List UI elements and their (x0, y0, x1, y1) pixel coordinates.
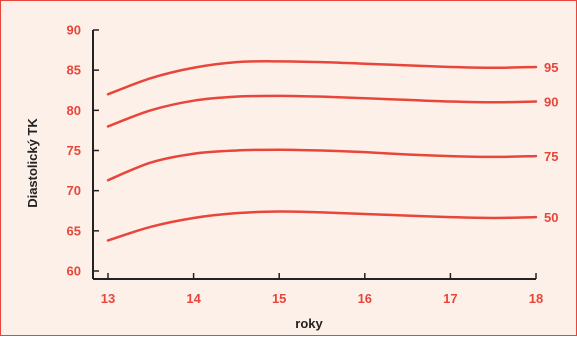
axes-layer: 60 65 70 75 80 85 90 13 14 15 16 17 18 (67, 23, 544, 307)
series-line-95 (106, 60, 538, 96)
series-line-90 (106, 94, 538, 128)
y-axis-title: Diastolický TK (25, 118, 40, 208)
x-tick-label: 17 (443, 291, 457, 306)
x-tick-label: 18 (529, 291, 543, 306)
y-tick-label: 85 (67, 63, 81, 78)
y-tick-label: 65 (67, 223, 81, 238)
y-tick-label: 80 (67, 103, 81, 118)
series-label-75: 75 (544, 149, 558, 164)
x-tick-label: 13 (101, 291, 115, 306)
series-label-95: 95 (544, 60, 558, 75)
labels-layer: 95 90 75 50 (544, 60, 558, 225)
series-line-75 (106, 148, 538, 182)
series-label-90: 90 (544, 94, 558, 109)
series-label-50: 50 (544, 210, 558, 225)
x-axis-title: roky (295, 316, 323, 331)
series-layer (106, 60, 538, 242)
y-tick-label: 75 (67, 143, 81, 158)
x-tick-label: 15 (272, 291, 286, 306)
y-tick-label: 90 (67, 23, 81, 38)
y-tick-label: 70 (67, 183, 81, 198)
y-tick-label: 60 (67, 264, 81, 279)
series-line-50 (106, 210, 538, 242)
x-tick-label: 14 (186, 291, 201, 306)
x-tick-label: 16 (358, 291, 372, 306)
